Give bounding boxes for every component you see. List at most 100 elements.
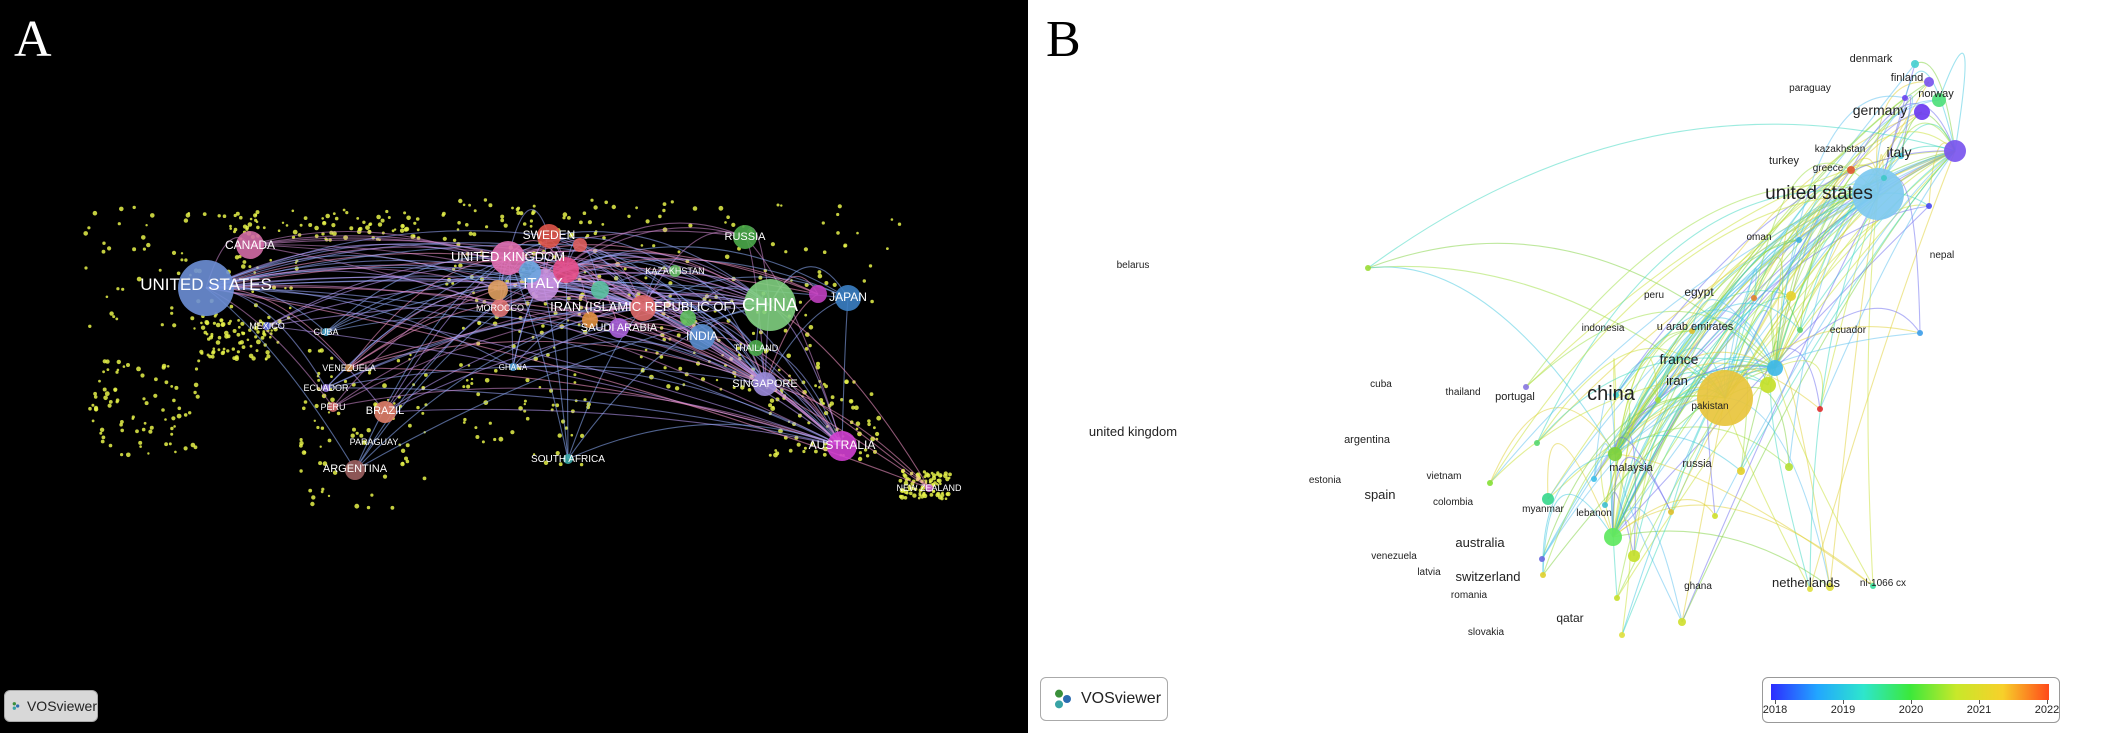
map-dot (593, 205, 598, 210)
map-dot (318, 461, 323, 466)
network-link (1724, 204, 1930, 399)
label-australia: australia (1455, 535, 1505, 550)
map-dot (211, 351, 215, 355)
network-link (1525, 184, 1879, 388)
map-dot (529, 224, 533, 228)
network-link (384, 304, 771, 413)
vosviewer-button-b[interactable]: VOSviewer (1040, 677, 1168, 721)
map-dot (208, 354, 212, 359)
map-dot (868, 264, 873, 268)
map-dot (200, 325, 206, 330)
map-dot (107, 403, 112, 408)
map-dot (474, 426, 478, 430)
network-link (565, 268, 689, 319)
map-dot (119, 422, 123, 427)
network-link (1615, 193, 1879, 396)
network-link (266, 298, 771, 327)
label-kazakhstan: KAZAKHSTAN (645, 266, 704, 276)
map-dot (264, 358, 268, 361)
map-dot (692, 206, 698, 211)
map-dot (948, 472, 952, 477)
network-link (1774, 95, 1906, 369)
map-dot (331, 223, 336, 228)
map-dot (166, 365, 170, 368)
network-map-a[interactable]: UNITED STATES CANADA MEXICO CUBA VENEZUE… (0, 0, 1028, 733)
map-dot (936, 491, 941, 496)
map-dot (241, 331, 245, 336)
map-dot (301, 450, 307, 455)
map-dot (380, 218, 385, 223)
map-dot (229, 304, 234, 309)
map-dot (142, 247, 146, 251)
network-link (1614, 453, 1874, 587)
map-dot (525, 378, 530, 383)
map-dot (473, 209, 477, 213)
map-dot (231, 347, 235, 351)
node-argentina (345, 460, 365, 480)
node-cuba (322, 328, 330, 336)
network-link (1714, 150, 1956, 517)
map-dot (493, 437, 497, 442)
vosviewer-label-a: VOSviewer (26, 698, 97, 714)
map-dot (105, 295, 109, 299)
network-link (332, 301, 771, 408)
map-dot (796, 442, 801, 447)
map-dot (131, 417, 135, 420)
map-dot (670, 200, 674, 204)
map-dot (168, 442, 172, 446)
map-dot (299, 469, 303, 473)
map-dot (623, 267, 627, 271)
map-dot (102, 387, 107, 392)
network-link (1877, 96, 1912, 195)
node-ghana (1807, 586, 1813, 592)
map-dot (457, 221, 461, 225)
network-link (205, 276, 689, 319)
network-link (1536, 189, 1879, 444)
label-morocco: MOROCCO (476, 303, 524, 313)
map-dot (217, 214, 221, 218)
network-link (1724, 150, 1956, 399)
map-dot (327, 494, 331, 498)
label-greece: greece (1813, 163, 1844, 174)
node-united-kingdom (1608, 447, 1622, 461)
map-dot (308, 488, 313, 493)
map-dot (273, 327, 278, 332)
network-link (642, 307, 843, 447)
map-dot (215, 340, 221, 345)
map-dot (890, 218, 894, 221)
map-dot (303, 216, 308, 221)
label-united-kingdom: united kingdom (1089, 424, 1177, 439)
map-dot (236, 350, 240, 354)
map-dot (241, 345, 246, 349)
map-dot (359, 433, 364, 438)
map-dot (368, 371, 371, 375)
label-malaysia: malaysia (1609, 462, 1653, 474)
panel-letter-a: A (14, 11, 52, 68)
map-dot (235, 211, 240, 216)
map-dot (484, 378, 490, 383)
node-ecuador (322, 384, 330, 392)
node-netherlands (1826, 583, 1834, 591)
map-dot (256, 225, 260, 230)
map-dot (115, 400, 119, 404)
label-paraguay: paraguay (1789, 83, 1831, 94)
network-link (266, 325, 843, 447)
map-dot (854, 405, 859, 411)
map-dot (500, 218, 505, 223)
map-dot (170, 432, 174, 436)
label-south-africa: SOUTH AFRICA (531, 454, 605, 465)
vosviewer-button-a[interactable]: VOSviewer (4, 690, 98, 722)
map-dot (291, 209, 295, 213)
map-dot (104, 391, 110, 397)
map-dot (370, 493, 374, 497)
node-switzerland (1628, 550, 1640, 562)
map-dot (176, 271, 181, 276)
map-dot (232, 356, 237, 360)
map-dot (462, 421, 466, 424)
map-dot (102, 241, 106, 245)
node-sweden (537, 224, 561, 248)
network-overlay-b[interactable]: denmark finland paraguay norway germany … (1028, 0, 2126, 733)
map-dot (99, 427, 105, 432)
map-dot (567, 216, 571, 220)
label-nl-1066-cx: nl-1066 cx (1860, 578, 1906, 589)
